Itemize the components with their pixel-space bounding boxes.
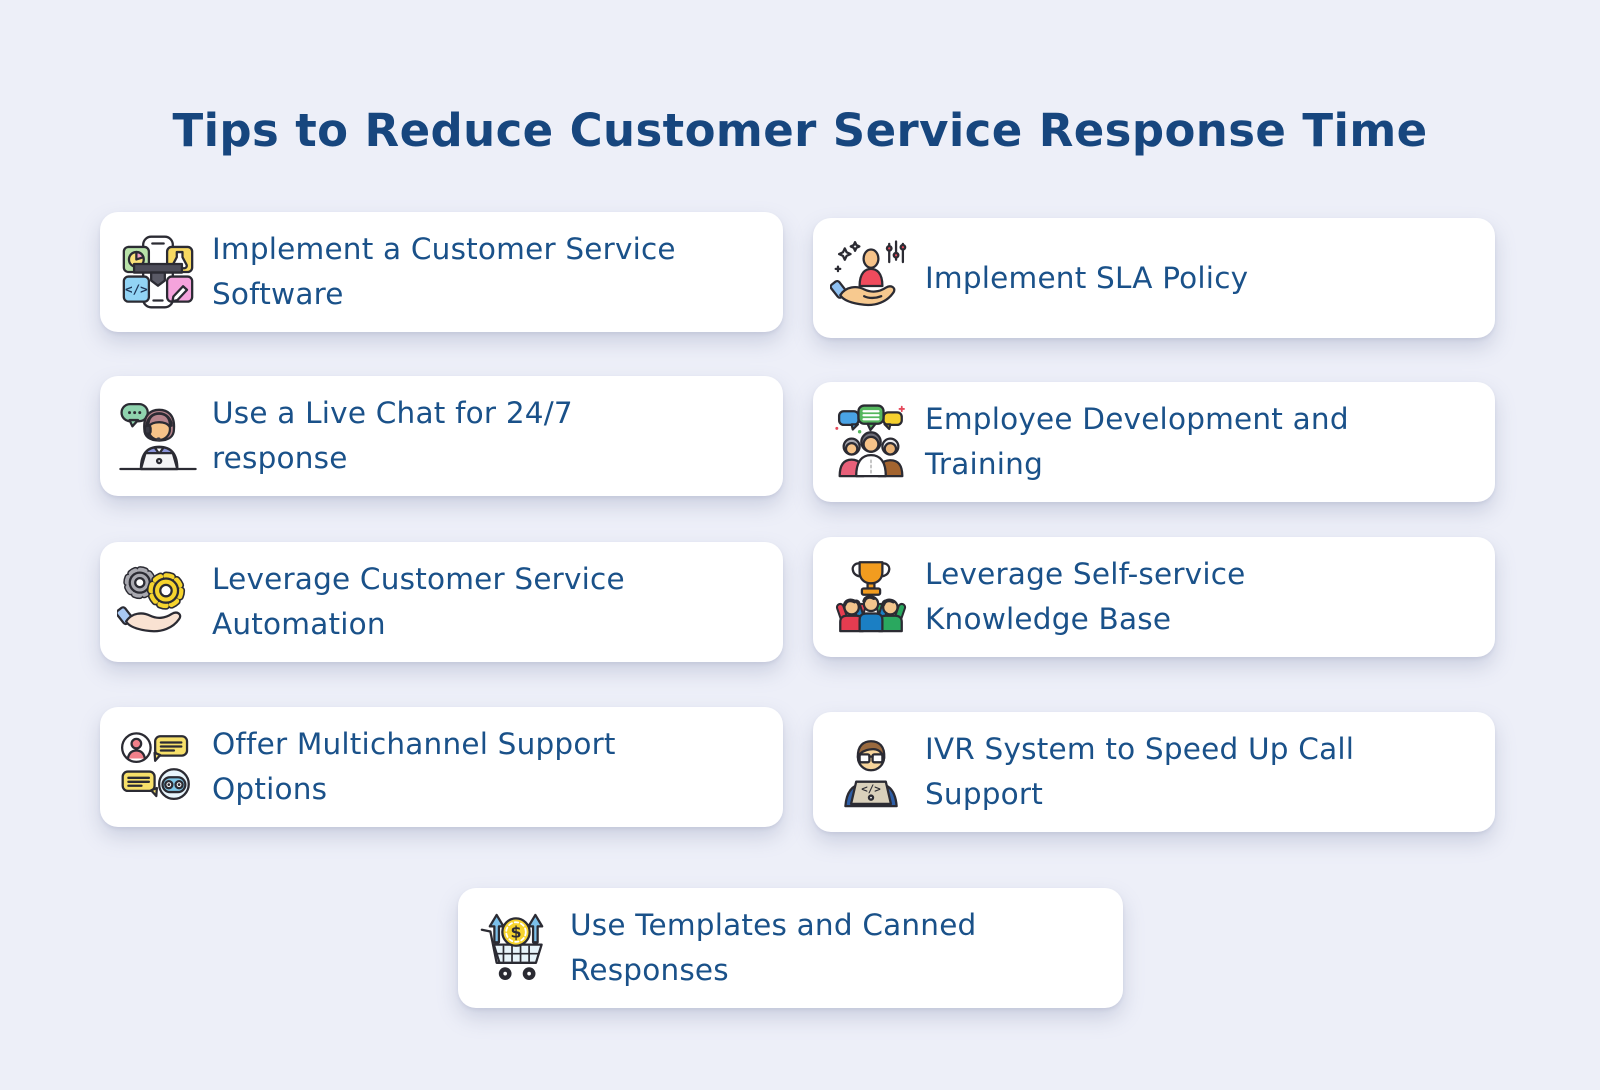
tip-card-label: Use a Live Chat for 24/7 response	[212, 396, 573, 475]
tip-card-customer-service-software: </> Implement a Customer Service Softwar…	[100, 212, 783, 332]
multichannel-support-icon	[116, 723, 200, 811]
tip-card-label: Leverage Customer Service Automation	[212, 562, 625, 641]
automation-gears-icon	[116, 558, 200, 646]
tip-card-knowledge-base: Leverage Self-service Knowledge Base	[813, 537, 1495, 657]
canned-responses-icon: $	[474, 904, 558, 992]
page-title: Tips to Reduce Customer Service Response…	[172, 104, 1428, 158]
svg-text:</>: </>	[861, 783, 881, 796]
tip-card-automation: Leverage Customer Service Automation	[100, 542, 783, 662]
tip-card-label: Implement SLA Policy	[925, 260, 1249, 295]
tip-card-live-chat: Use a Live Chat for 24/7 response	[100, 376, 783, 496]
tip-card-ivr-system: </> IVR System to Speed Up Call Support	[813, 712, 1495, 832]
tip-card-employee-training: Employee Development and Training	[813, 382, 1495, 502]
tip-card-canned-responses: $ Use Templates and Canned Responses	[458, 888, 1123, 1008]
tip-card-label: Implement a Customer Service Software	[212, 232, 676, 311]
svg-text:</>: </>	[125, 282, 148, 297]
tip-card-multichannel-support: Offer Multichannel Support Options	[100, 707, 783, 827]
tip-card-label: Leverage Self-service Knowledge Base	[925, 557, 1246, 636]
tip-card-label: Use Templates and Canned Responses	[570, 908, 977, 987]
customer-service-software-icon: </>	[116, 228, 200, 316]
tip-card-sla-policy: Implement SLA Policy	[813, 218, 1495, 338]
ivr-system-icon: </>	[829, 728, 913, 816]
live-chat-agent-icon	[116, 392, 200, 480]
knowledge-base-icon	[829, 553, 913, 641]
employee-training-icon	[829, 398, 913, 486]
svg-text:$: $	[510, 923, 521, 942]
tip-card-label: Employee Development and Training	[925, 402, 1349, 481]
sla-policy-icon	[829, 234, 913, 322]
tip-card-label: IVR System to Speed Up Call Support	[925, 732, 1355, 811]
tip-card-label: Offer Multichannel Support Options	[212, 727, 616, 806]
